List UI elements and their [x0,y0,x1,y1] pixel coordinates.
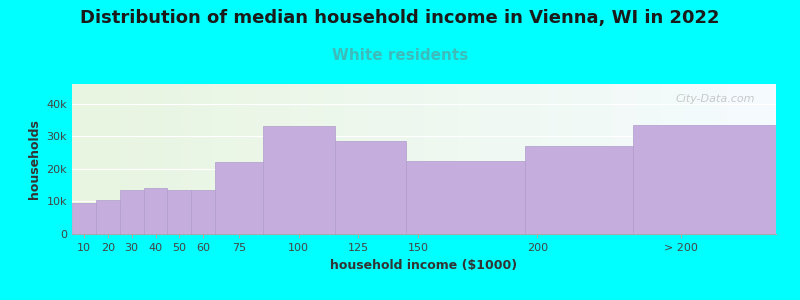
Bar [120,190,143,234]
Bar [406,160,526,234]
Text: White residents: White residents [332,48,468,63]
Bar [526,146,633,234]
Bar [263,126,334,234]
Bar [72,203,96,234]
Bar [215,162,263,234]
Text: Distribution of median household income in Vienna, WI in 2022: Distribution of median household income … [80,9,720,27]
X-axis label: household income ($1000): household income ($1000) [330,259,518,272]
Bar [167,190,191,234]
Bar [633,125,776,234]
Bar [96,200,120,234]
Bar [191,190,215,234]
Y-axis label: households: households [28,119,41,199]
Bar [143,188,167,234]
Bar [334,141,406,234]
Text: City-Data.com: City-Data.com [675,94,755,104]
